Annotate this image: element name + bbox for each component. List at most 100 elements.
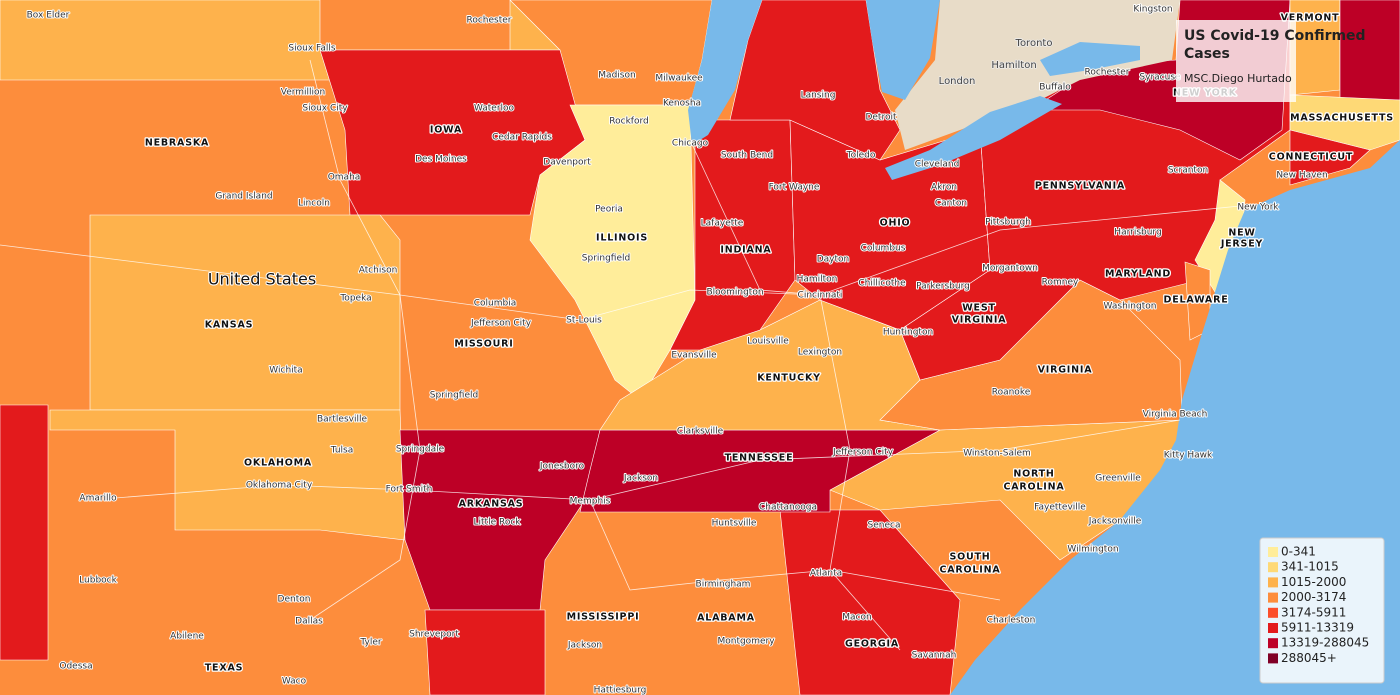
state-region: [529, 104, 696, 401]
state-label: ARKANSAS: [459, 499, 524, 510]
state-label: MISSISSIPPI: [567, 612, 640, 623]
legend-label: 2000-3174: [1281, 590, 1346, 604]
legend-swatch: [1268, 592, 1278, 603]
state-label: MASSACHUSETTS: [1290, 113, 1394, 124]
city-label: Montgomery: [717, 637, 775, 647]
city-label: Peoria: [595, 205, 623, 215]
city-label: Kitty Hawk: [1164, 451, 1213, 461]
state-region: [1289, 94, 1400, 151]
state-label: SOUTH: [949, 552, 990, 563]
city-label: Detroit: [865, 113, 897, 123]
city-label: Fayetteville: [1034, 503, 1086, 513]
state-label: MISSOURI: [454, 339, 513, 350]
city-label: Roanoke: [992, 388, 1031, 398]
legend-swatch: [1268, 623, 1278, 633]
state-region: [89, 214, 401, 411]
lake-ontario: [1040, 42, 1140, 76]
city-label: Columbus: [861, 244, 906, 254]
city-label: Topeka: [339, 294, 371, 304]
city-label: Seneca: [868, 521, 901, 531]
city-label: Jackson: [567, 641, 602, 651]
city-label: Chattanooga: [759, 503, 817, 513]
city-label: Vermillion: [281, 88, 326, 98]
city-label: Bloomington: [706, 288, 763, 298]
state-label: VIRGINIA: [1038, 365, 1093, 376]
city-label: Jacksonville: [1088, 517, 1142, 527]
city-label: Romney: [1042, 278, 1079, 288]
state-label: GEORGIA: [845, 639, 899, 650]
city-label: Fort Wayne: [769, 183, 820, 193]
city-label: Madison: [598, 71, 635, 81]
city-label: Atchison: [359, 266, 398, 276]
canada: [880, 0, 1180, 150]
canada-city-label: Toronto: [1015, 38, 1053, 49]
city-label: Milwaukee: [655, 74, 703, 84]
city-label: Pittsburgh: [985, 218, 1031, 228]
city-label: Amarillo: [79, 494, 117, 504]
city-label: Des Moines: [415, 155, 467, 165]
state-label: MARYLAND: [1105, 269, 1171, 280]
city-label: Canton: [935, 199, 967, 209]
city-label: Rochester: [1085, 68, 1130, 78]
legend: 0-341341-10151015-20002000-31743174-5911…: [1259, 537, 1385, 684]
city-label: Harrisburg: [1114, 228, 1161, 238]
city-label: Tyler: [359, 638, 381, 648]
state-region: [779, 509, 961, 695]
city-label: Davenport: [543, 158, 591, 168]
city-label: Lexington: [798, 348, 842, 358]
state-label: KENTUCKY: [757, 373, 821, 384]
city-label: Jefferson City: [832, 448, 894, 458]
city-label: Springfield: [582, 254, 630, 264]
city-label: Kenosha: [663, 99, 701, 109]
city-label: St-Louis: [566, 316, 602, 326]
city-label: Wichita: [269, 366, 302, 376]
state-label: VIRGINIA: [952, 315, 1007, 326]
state-label: OHIO: [880, 218, 911, 229]
legend-swatch: [1268, 562, 1278, 573]
city-label: Hamilton: [797, 275, 838, 285]
legend-label: 1015-2000: [1281, 575, 1346, 589]
state-label: TEXAS: [205, 663, 244, 674]
city-label: Fort Smith: [386, 485, 433, 495]
city-label: Memphis: [570, 497, 611, 507]
city-label: Sioux Falls: [288, 44, 335, 54]
labels: NEBRASKA IOWA ILLINOIS INDIANA OHIO PENNSYLVA…: [26, 4, 1395, 695]
title: US Covid-19 Confirmed Cases: [1184, 28, 1366, 62]
city-label: Huntington: [883, 328, 933, 338]
legend-label: 341-1015: [1281, 560, 1339, 574]
city-label: Birmingham: [696, 580, 751, 590]
city-label: Odessa: [59, 662, 92, 672]
state-label: CONNECTICUT: [1269, 152, 1353, 163]
city-label: Waco: [282, 677, 307, 687]
city-label: Springfield: [430, 391, 478, 401]
city-label: Sioux City: [302, 104, 348, 114]
city-label: Akron: [931, 183, 957, 193]
state-label: INDIANA: [720, 245, 771, 256]
legend-swatch: [1268, 547, 1278, 557]
state-label: CAROLINA: [939, 565, 1000, 576]
city-label: Clarksville: [677, 427, 724, 437]
city-label: Abilene: [170, 632, 204, 642]
canada-city-label: Hamilton: [991, 60, 1036, 71]
city-label: Kingston: [1133, 5, 1172, 15]
state-label: NEW: [1228, 228, 1255, 239]
state-label: KANSAS: [205, 320, 254, 331]
city-label: Wilmington: [1067, 545, 1118, 555]
state-label: IOWA: [430, 125, 462, 136]
city-label: Chillicothe: [858, 279, 906, 289]
city-label: Bartlesville: [317, 415, 367, 425]
canada-city-label: London: [939, 76, 976, 87]
legend-label: 0-341: [1281, 545, 1316, 559]
state-label: ALABAMA: [697, 613, 755, 624]
legend-panel: [1259, 537, 1385, 684]
state-label: NORTH: [1013, 469, 1054, 480]
city-label: Lansing: [801, 91, 836, 101]
author: MSC.Diego Hurtado: [1184, 72, 1292, 85]
city-label: Tulsa: [330, 446, 354, 456]
city-label: Winston-Salem: [963, 449, 1031, 459]
city-label: Evansville: [671, 351, 717, 361]
city-label: New Haven: [1276, 171, 1327, 181]
city-label: Jackson: [623, 474, 658, 484]
city-label: Savannah: [912, 651, 957, 661]
